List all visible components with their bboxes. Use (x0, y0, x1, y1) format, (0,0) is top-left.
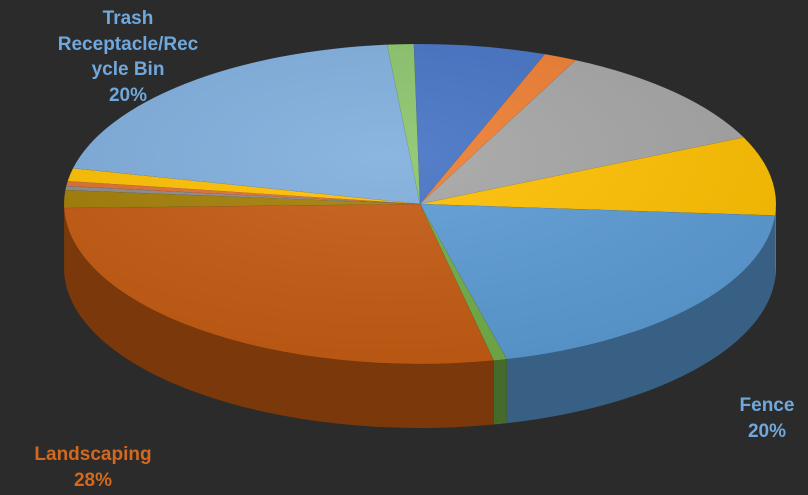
data-label-fence-percent: 20% (747, 420, 787, 442)
data-label-trash-line-1: Trash (102, 8, 154, 29)
pie-side-slice-5 (493, 359, 507, 425)
pie-side-landscaping (64, 208, 494, 429)
data-label-fence: Fence 20% (722, 393, 808, 444)
data-label-landscaping-percent: 28% (73, 469, 113, 491)
data-label-trash-line-3: ycle Bin (91, 59, 165, 81)
pie-top-lighting (64, 44, 776, 364)
data-label-trash-line-2: Receptacle/Rec (57, 33, 199, 55)
data-label-fence-name: Fence (739, 395, 795, 416)
pie-side-fence (506, 215, 776, 424)
data-label-landscaping-name: Landscaping (34, 444, 152, 465)
pie-side-slice-3 (775, 204, 776, 280)
data-label-trash-percent: 20% (108, 84, 148, 106)
data-label-landscaping: Landscaping 28% (8, 442, 178, 493)
pie-slices (63, 43, 777, 429)
data-label-trash-receptacle: Trash Receptacle/Rec ycle Bin 20% (18, 6, 238, 109)
